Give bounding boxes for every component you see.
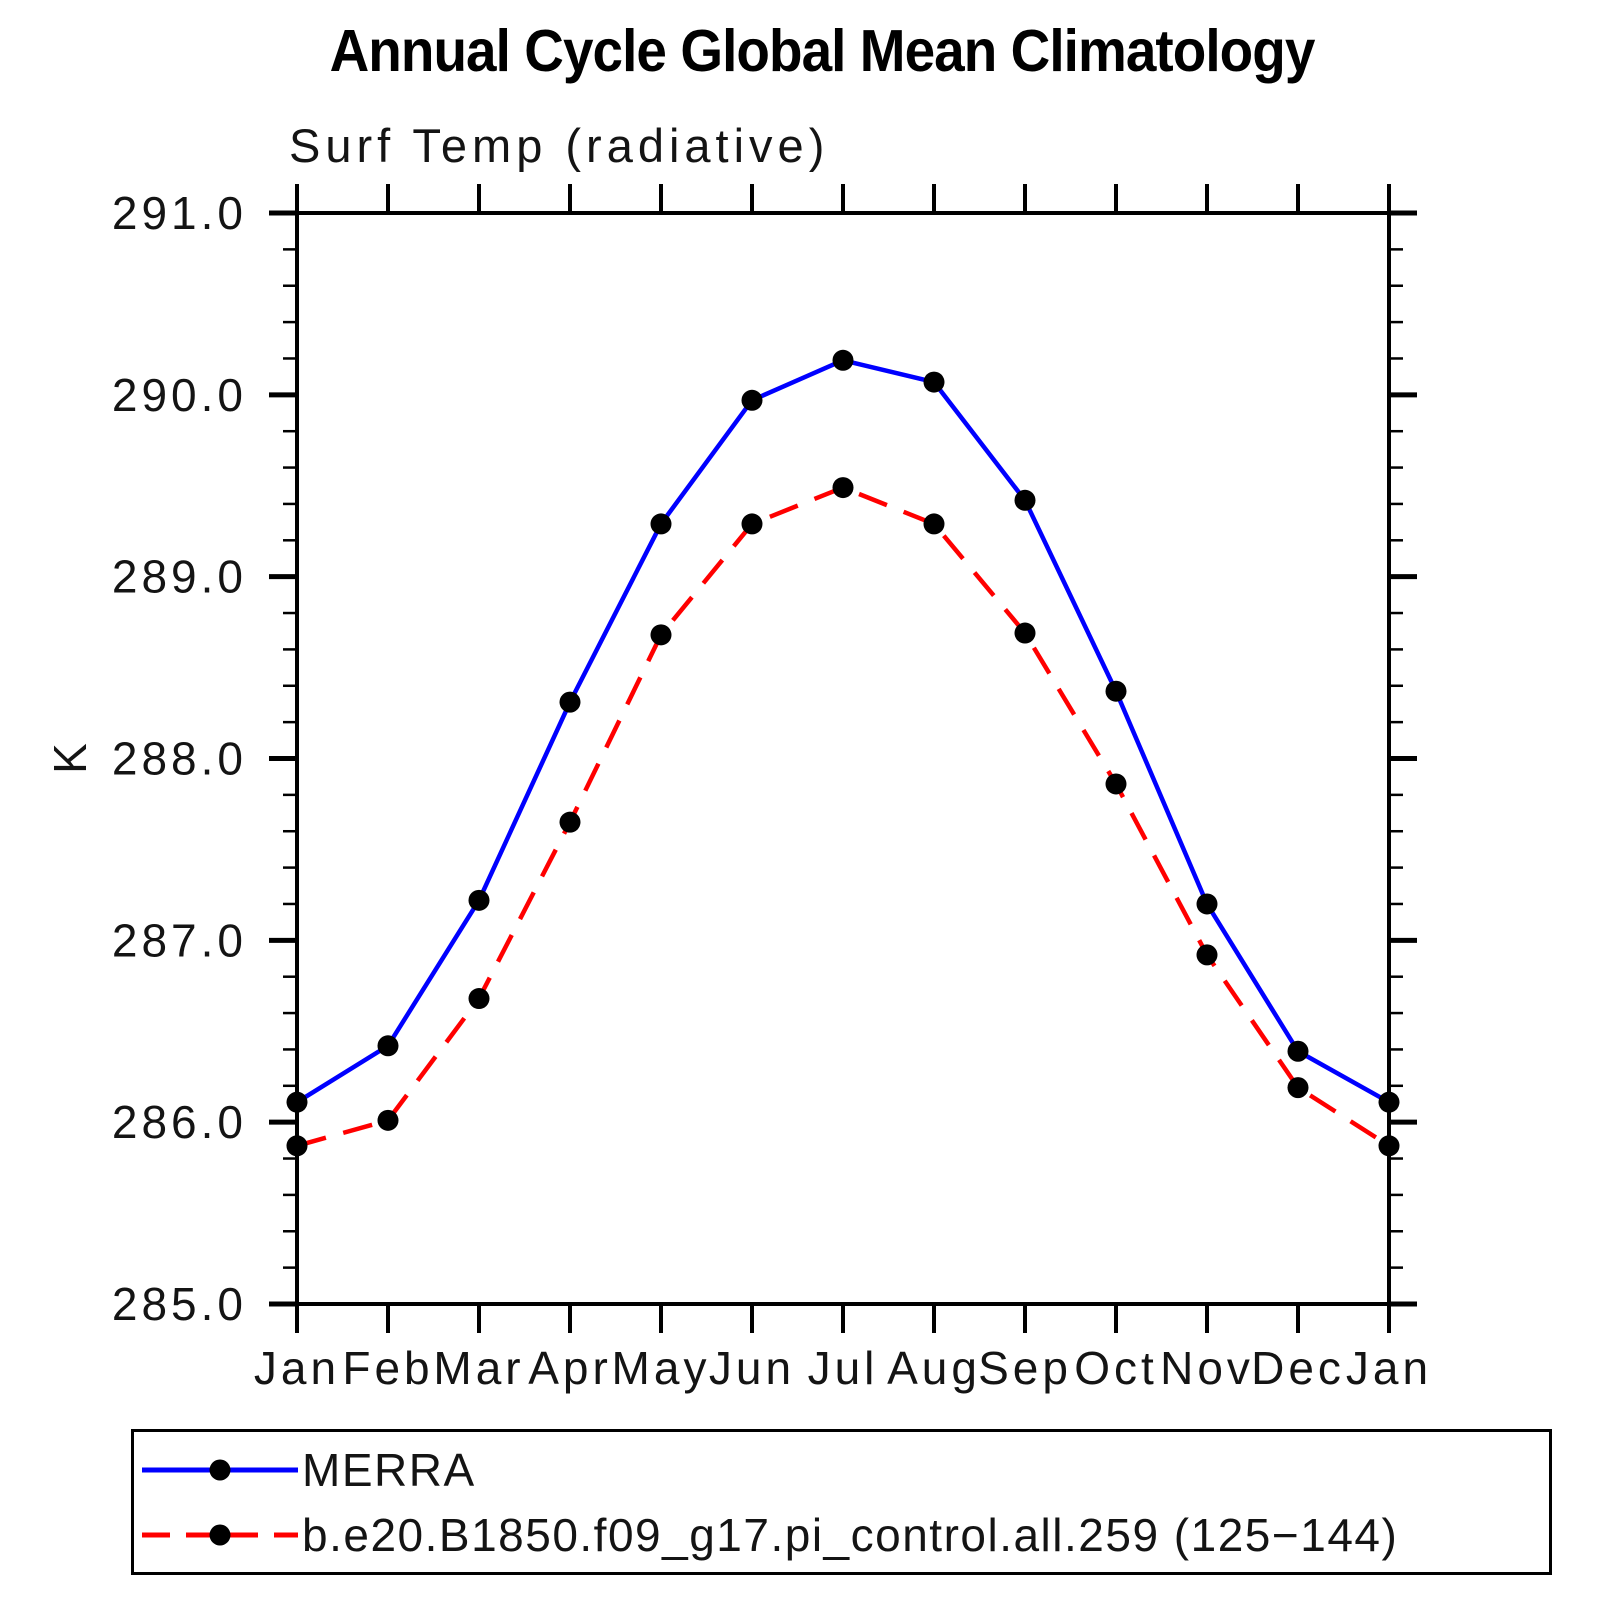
y-tick-label: 289.0 [112, 551, 247, 603]
data-point-marker [832, 477, 854, 499]
data-point-marker [650, 513, 672, 535]
legend-label: MERRA [302, 1443, 476, 1496]
data-point-marker [923, 513, 945, 535]
legend-marker-dot [209, 1524, 231, 1545]
plot-frame [295, 211, 1391, 1306]
data-point-marker [650, 624, 672, 646]
data-point-marker [1105, 773, 1127, 795]
data-point-marker [741, 513, 763, 535]
legend-sample-merra [142, 1459, 298, 1480]
data-point-marker [923, 371, 945, 393]
chart-title: Annual Cycle Global Mean Climatology [329, 18, 1316, 84]
data-point-marker [468, 988, 490, 1010]
data-point-marker [1014, 489, 1036, 511]
x-tick-label: May [612, 1342, 711, 1394]
data-point-marker [1105, 680, 1127, 702]
y-tick-label: 290.0 [112, 369, 247, 421]
data-point-marker [377, 1035, 399, 1057]
x-tick-label: Nov [1160, 1342, 1254, 1394]
y-tick-label: 285.0 [112, 1278, 247, 1330]
legend-item-merra: MERRA [134, 1437, 1549, 1502]
data-point-marker [1378, 1135, 1400, 1157]
legend-item-model: b.e20.B1850.f09_g17.pi_control.all.259 (… [134, 1502, 1549, 1567]
data-point-marker [1287, 1077, 1309, 1099]
x-tick-label: Sep [978, 1342, 1072, 1394]
data-point-marker [559, 811, 581, 833]
y-tick-label: 287.0 [112, 914, 247, 966]
x-tick-label: Jan [254, 1342, 340, 1394]
data-point-marker [1287, 1040, 1309, 1062]
data-point-marker [1378, 1091, 1400, 1113]
legend-sample-model [142, 1524, 298, 1545]
data-point-marker [832, 349, 854, 371]
data-point-marker [1196, 944, 1218, 966]
data-point-marker [377, 1109, 399, 1131]
x-tick-label: Jun [709, 1342, 795, 1394]
data-point-marker [1196, 893, 1218, 915]
x-tick-label: Mar [433, 1342, 524, 1394]
x-tick-label: Apr [528, 1342, 612, 1394]
data-point-marker [468, 889, 490, 911]
data-point-marker [286, 1135, 308, 1157]
x-tick-label: Oct [1074, 1342, 1158, 1394]
data-point-marker [286, 1091, 308, 1113]
chart-subtitle: Surf Temp (radiative) [289, 119, 830, 172]
data-point-marker [559, 691, 581, 713]
data-point-marker [1014, 622, 1036, 644]
x-tick-label: Feb [342, 1342, 433, 1394]
series-line-model [296, 485, 1391, 1148]
y-tick-label: 288.0 [112, 733, 247, 785]
series-line-merra [295, 358, 1391, 1105]
y-tick-label: 286.0 [112, 1096, 247, 1148]
x-tick-label: Dec [1251, 1342, 1345, 1394]
data-point-marker [741, 389, 763, 411]
legend-marker-dot [209, 1459, 231, 1480]
legend-box: MERRA b.e20.B1850.f09_g17.pi_control.all… [131, 1429, 1552, 1575]
x-tick-label: Jul [808, 1342, 879, 1394]
y-tick-label: 291.0 [112, 187, 247, 239]
legend-label: b.e20.B1850.f09_g17.pi_control.all.259 (… [302, 1508, 1399, 1561]
x-tick-label: Aug [887, 1342, 981, 1394]
x-tick-label: Jan [1346, 1342, 1432, 1394]
